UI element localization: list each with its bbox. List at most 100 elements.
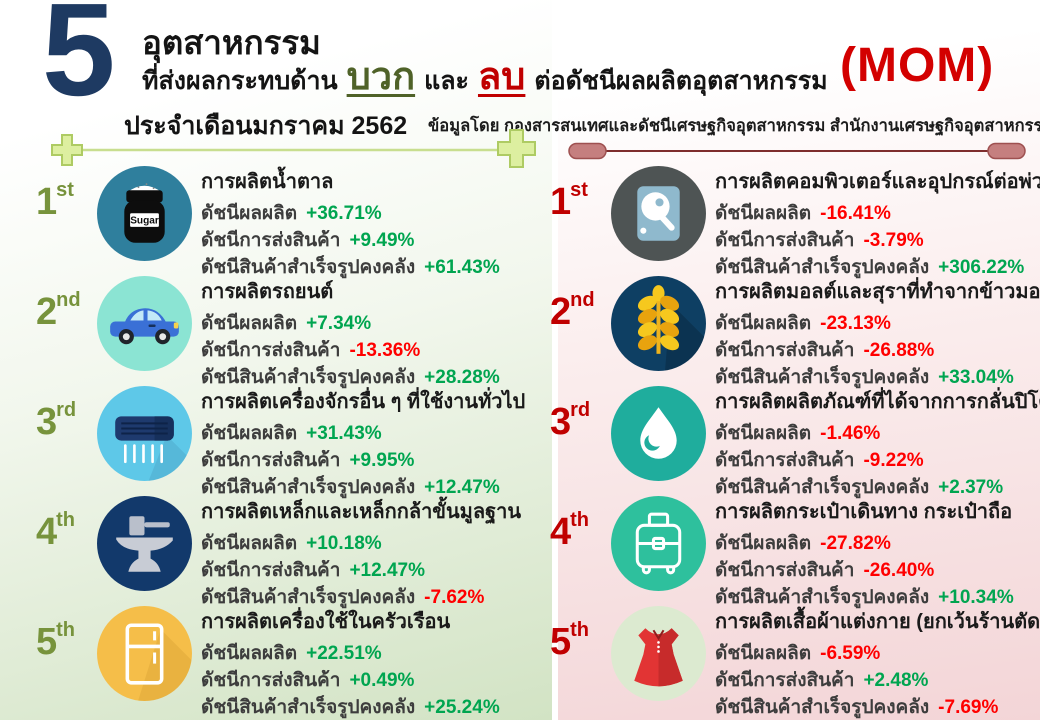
production-index-value: +22.51% [306,643,382,664]
rank-suffix: rd [56,399,77,421]
metric-label: ดัชนีผลผลิต [715,533,812,554]
positive-column: 1st Sugar การผลิตน้ำตาล ดัชนีผลผลิต +36.7… [36,160,552,718]
period-label: ประจำเดือนมกราคม 2562 [124,112,408,140]
metric-label: ดัชนีผลผลิต [715,423,812,444]
rank-suffix: st [56,179,74,201]
shipment-index-value: +12.47% [349,560,425,581]
inventory-index-value: +61.43% [424,257,500,278]
rank-number: 3 [36,401,57,443]
metric-label: ดัชนีการส่งสินค้า [201,670,341,691]
inventory-index: ดัชนีสินค้าสำเร็จรูปคงคลัง +10.34% [715,584,1014,611]
inventory-index: ดัชนีสินค้าสำเร็จรูปคงคลัง +25.24% [201,694,500,721]
svg-text:Sugar: Sugar [130,216,159,227]
production-index-value: -6.59% [820,643,881,664]
mom-label: (MOM) [840,39,995,92]
rank-number: 1 [550,181,571,223]
negative-item-3: 3rd การผลิตผลิตภัณฑ์ที่ได้จากการกลั่นปิโ… [550,380,1040,498]
rank-suffix: nd [570,289,595,311]
shipment-index: ดัชนีการส่งสินค้า -9.22% [715,447,1040,474]
positive-item-3: 3rd การผลิตเครื่องจักรอื่น ๆ ที่ใช้งานทั… [36,380,552,498]
rank-badge: 3rd [550,380,610,441]
metric-label: ดัชนีผลผลิต [201,313,298,334]
car-icon [96,275,193,372]
industry-title: การผลิตรถยนต์ [201,281,334,303]
rank-badge: 1st [550,160,610,221]
metric-label: ดัชนีผลผลิต [201,203,298,224]
metric-label: ดัชนีสินค้าสำเร็จรูปคงคลัง [201,697,416,718]
production-index: ดัชนีผลผลิต +7.34% [201,310,500,337]
rank-suffix: nd [56,289,81,311]
rank-suffix: th [56,509,76,531]
production-index: ดัชนีผลผลิต -6.59% [715,640,1040,667]
negative-divider [568,142,1026,160]
inventory-index: ดัชนีสินค้าสำเร็จรูปคงคลัง +28.28% [201,364,500,391]
rank-number: 3 [550,401,571,443]
shipment-index-value: -9.22% [863,450,924,471]
negative-item-5: 5th การผลิตเสื้อผ้าแต่งกาย (ยกเว้นร้านตั… [550,600,1040,718]
production-index-value: +10.18% [306,533,382,554]
positive-item-5: 5th การผลิตเครื่องใช้ในครัวเรือน ดัชนีผล… [36,600,552,718]
shipment-index-value: -26.88% [863,340,935,361]
rank-suffix: st [570,179,588,201]
industry-title: การผลิตมอลต์และสุราที่ทำจากข้าวมอลต์ [715,281,1040,303]
dress-icon [610,605,707,702]
production-index-value: -16.41% [820,203,891,224]
positive-word: บวก [346,56,416,98]
big-number-5: 5 [42,0,115,123]
metric-label: ดัชนีผลผลิต [715,643,812,664]
inventory-index: ดัชนีสินค้าสำเร็จรูปคงคลัง -7.62% [201,584,521,611]
production-index-value: +7.34% [306,313,372,334]
sugar-jar-icon: Sugar [96,165,193,262]
oil-droplet-icon [610,385,707,482]
shipment-index: ดัชนีการส่งสินค้า -13.36% [201,337,500,364]
production-index-value: +31.43% [306,423,382,444]
shipment-index: ดัชนีการส่งสินค้า -3.79% [715,227,1040,254]
metric-label: ดัชนีผลผลิต [201,533,298,554]
inventory-index-value: +28.28% [424,367,500,388]
industry-title: การผลิตกระเป๋าเดินทาง กระเป๋าถือ [715,501,1013,523]
rank-badge: 5th [550,600,610,661]
metric-label: ดัชนีสินค้าสำเร็จรูปคงคลัง [715,587,930,608]
metric-label: ดัชนีการส่งสินค้า [715,670,855,691]
metric-label: ดัชนีการส่งสินค้า [201,340,341,361]
shipment-index: ดัชนีการส่งสินค้า -26.40% [715,557,1014,584]
inventory-index-value: -7.69% [938,697,999,718]
page-title: อุตสาหกรรม [142,24,321,61]
rank-suffix: rd [570,399,591,421]
metric-label: ดัชนีการส่งสินค้า [201,560,341,581]
shipment-index-value: +9.95% [349,450,415,471]
shipment-index: ดัชนีการส่งสินค้า -26.88% [715,337,1040,364]
industry-title: การผลิตคอมพิวเตอร์และอุปกรณ์ต่อพ่วง [715,171,1040,193]
production-index-value: -27.82% [820,533,891,554]
production-index: ดัชนีผลผลิต +10.18% [201,530,521,557]
anvil-icon [96,495,193,592]
plus-icon [51,134,83,166]
data-source-label: ข้อมูลโดย กองสารสนเทศและดัชนีเศรษฐกิจอุต… [428,117,1040,135]
metric-label: ดัชนีสินค้าสำเร็จรูปคงคลัง [201,477,416,498]
shipment-index-value: -26.40% [863,560,935,581]
negative-item-1: 1st การผลิตคอมพิวเตอร์และอุปกรณ์ต่อพ่วง … [550,160,1040,278]
refrigerator-icon [96,605,193,702]
industry-title: การผลิตเหล็กและเหล็กกล้าขั้นมูลฐาน [201,501,522,523]
rank-badge: 4th [550,490,610,551]
rank-number: 1 [36,181,57,223]
rank-badge: 3rd [36,380,96,441]
production-index: ดัชนีผลผลิต -16.41% [715,200,1040,227]
rank-badge: 2nd [550,270,610,331]
shipment-index: ดัชนีการส่งสินค้า +0.49% [201,667,500,694]
rank-badge: 2nd [36,270,96,331]
metric-label: ดัชนีสินค้าสำเร็จรูปคงคลัง [201,587,416,608]
rank-number: 5 [36,621,57,663]
inventory-index-value: +306.22% [938,257,1025,278]
industry-title: การผลิตเครื่องจักรอื่น ๆ ที่ใช้งานทั่วไป [201,391,526,413]
industry-title: การผลิตเครื่องใช้ในครัวเรือน [201,611,451,633]
inventory-index: ดัชนีสินค้าสำเร็จรูปคงคลัง +33.04% [715,364,1040,391]
metric-label: ดัชนีการส่งสินค้า [715,450,855,471]
positive-panel-background [0,0,552,720]
pill-end-icon [987,142,1026,160]
inventory-index-value: -7.62% [424,587,485,608]
inventory-index-value: +25.24% [424,697,500,718]
positive-item-2: 2nd การผลิตรถยนต์ ดัชนีผลผลิต +7.34% ดัชน… [36,270,552,388]
subtitle-prefix: ที่ส่งผลกระทบด้าน [142,67,338,95]
shipment-index-value: -13.36% [349,340,421,361]
